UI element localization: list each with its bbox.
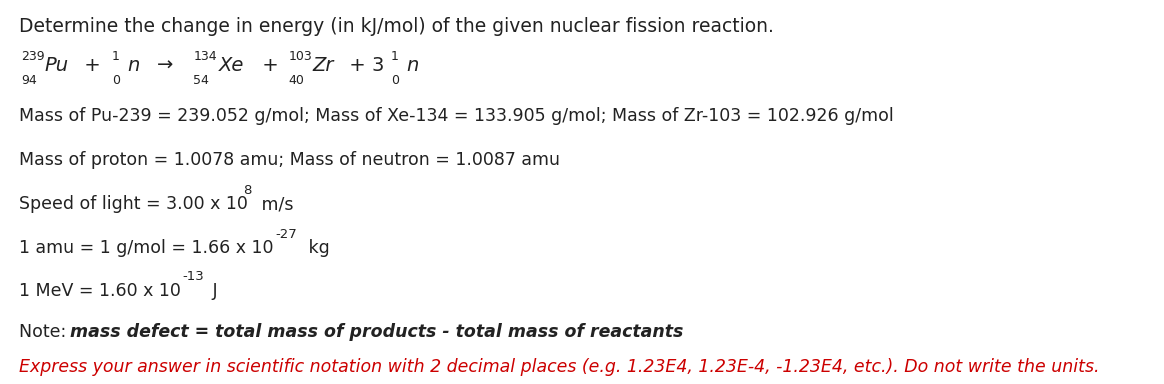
Text: 0: 0 <box>391 74 399 88</box>
Text: 1 MeV = 1.60 x 10: 1 MeV = 1.60 x 10 <box>19 282 180 300</box>
Text: m/s: m/s <box>256 195 293 213</box>
Text: + 3: + 3 <box>343 56 385 75</box>
Text: Note:: Note: <box>19 323 71 341</box>
Text: Pu: Pu <box>44 56 69 75</box>
Text: -27: -27 <box>276 228 298 241</box>
Text: Express your answer in scientific notation with 2 decimal places (e.g. 1.23E4, 1: Express your answer in scientific notati… <box>19 359 1099 376</box>
Text: 54: 54 <box>193 74 210 88</box>
Text: Mass of Pu-239 = 239.052 g/mol; Mass of Xe-134 = 133.905 g/mol; Mass of Zr-103 =: Mass of Pu-239 = 239.052 g/mol; Mass of … <box>19 107 894 125</box>
Text: 8: 8 <box>243 184 251 197</box>
Text: Xe: Xe <box>219 56 244 75</box>
Text: Mass of proton = 1.0078 amu; Mass of neutron = 1.0087 amu: Mass of proton = 1.0078 amu; Mass of neu… <box>19 151 560 169</box>
Text: +: + <box>256 56 285 75</box>
Text: J: J <box>207 282 218 300</box>
Text: →: → <box>157 56 173 75</box>
Text: Determine the change in energy (in kJ/mol) of the given nuclear fission reaction: Determine the change in energy (in kJ/mo… <box>19 17 774 36</box>
Text: Zr: Zr <box>312 56 333 75</box>
Text: n: n <box>127 56 140 75</box>
Text: 1 amu = 1 g/mol = 1.66 x 10: 1 amu = 1 g/mol = 1.66 x 10 <box>19 240 274 257</box>
Text: 1: 1 <box>391 50 399 63</box>
Text: n: n <box>406 56 419 75</box>
Text: 103: 103 <box>289 50 312 63</box>
Text: mass defect = total mass of products - total mass of reactants: mass defect = total mass of products - t… <box>70 323 683 341</box>
Text: 40: 40 <box>289 74 305 88</box>
Text: -13: -13 <box>183 270 205 283</box>
Text: 1: 1 <box>112 50 120 63</box>
Text: Speed of light = 3.00 x 10: Speed of light = 3.00 x 10 <box>19 195 248 213</box>
Text: 94: 94 <box>21 74 37 88</box>
Text: 134: 134 <box>193 50 217 63</box>
Text: 0: 0 <box>112 74 120 88</box>
Text: 239: 239 <box>21 50 44 63</box>
Text: +: + <box>78 56 107 75</box>
Text: kg: kg <box>303 240 329 257</box>
